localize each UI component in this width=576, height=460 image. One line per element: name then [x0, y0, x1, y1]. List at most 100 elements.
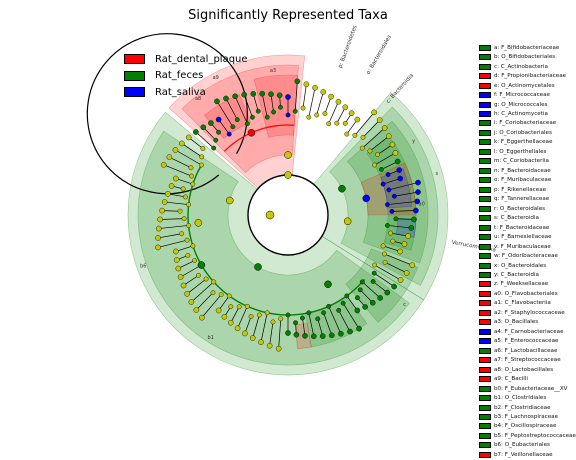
taxon-key-item: a8: O_Lactobacillales	[479, 365, 576, 374]
taxon-label: f: F_Micrococcaceae	[494, 92, 550, 99]
taxon-swatch	[479, 243, 491, 250]
taxon-key-item: t: F_Bacteroidaceae	[479, 223, 576, 232]
inner-node	[186, 202, 191, 207]
taxon-key-item: l: O_Eggerthellales	[479, 147, 576, 156]
leaf-node	[184, 291, 190, 297]
sector-key-label: a8	[195, 96, 201, 102]
taxon-key-item: b4: F_Oscillospiraceae	[479, 422, 576, 431]
leaf-node	[227, 319, 234, 326]
leaf-branch	[260, 312, 268, 343]
leaf-node	[386, 133, 392, 139]
leaf-branch	[230, 306, 240, 323]
taxon-label: a2: F_Staphylococcaceae	[494, 309, 565, 316]
inner-node	[344, 131, 350, 137]
inner-node	[380, 243, 386, 249]
taxon-swatch	[479, 120, 491, 127]
leaf-node	[155, 225, 162, 232]
taxon-swatch	[479, 328, 491, 335]
leaf-node	[354, 307, 361, 314]
leaf-node	[266, 342, 273, 349]
taxon-key-item: z: F_Weeksellaceae	[479, 280, 576, 289]
taxon-swatch	[479, 253, 491, 260]
inner-node	[248, 314, 254, 319]
taxon-key-item: b3: F_Lachnospiraceae	[479, 412, 576, 421]
leaf-branch	[362, 127, 385, 149]
leaf-branch	[323, 312, 333, 336]
chart-legend: Rat_dental_plaque Rat_feces Rat_saliva	[124, 51, 248, 101]
leaf-branch	[270, 94, 274, 113]
taxon-label: b6: O_Eubacteriales	[494, 442, 550, 449]
taxon-key-item: o: F_Muribaculaceae	[479, 176, 576, 185]
inner-node	[213, 137, 219, 143]
leaf-node	[397, 175, 404, 182]
inner-node	[300, 105, 306, 111]
leaf-node	[285, 330, 291, 336]
inner-node	[367, 148, 373, 154]
clade-node	[284, 151, 292, 159]
taxon-swatch	[479, 186, 491, 193]
tree-nodes	[155, 78, 421, 352]
leaf-node	[294, 78, 301, 85]
taxon-key-item: a1: C_Flavobacteriia	[479, 299, 576, 308]
taxon-label: j: O_Coriobacteriales	[494, 129, 552, 136]
leaf-node	[405, 233, 411, 239]
inner-node	[244, 121, 250, 127]
inner-node	[360, 134, 366, 140]
leaf-node	[172, 147, 179, 153]
taxon-label: b5: F_Peptostreptococcaceae	[494, 432, 576, 439]
leaf-branch	[302, 317, 306, 336]
legend-item: Rat_dental_plaque	[124, 51, 248, 68]
taxon-label: e: O_Actinomycetales	[494, 82, 555, 89]
leaf-node	[159, 207, 165, 214]
leaf-branch	[354, 112, 375, 136]
leaf-node	[221, 313, 228, 320]
taxon-key-item: b1: O_Clostridiales	[479, 393, 576, 402]
leaf-node	[250, 91, 257, 97]
inner-node	[250, 114, 255, 120]
leaf-branch	[390, 232, 409, 237]
leaf-branch	[346, 295, 358, 311]
inner-node	[306, 114, 312, 120]
taxon-key-item: s: C_Bacteroidia	[479, 213, 576, 222]
leaf-node	[310, 333, 317, 340]
taxon-label: a4: F_Carnobacteriaceae	[494, 328, 564, 335]
taxon-label: m: C_Coriobacteriia	[494, 158, 549, 165]
taxon-swatch	[479, 158, 491, 165]
inner-node	[292, 108, 298, 114]
leaf-node	[369, 299, 376, 306]
taxon-key-item: g: O_Micrococcales	[479, 100, 576, 109]
taxon-key-item: y: C_Bacteroidia	[479, 270, 576, 279]
leaf-branch	[162, 210, 181, 212]
inner-node	[285, 112, 291, 118]
taxon-swatch	[479, 196, 491, 203]
leaf-branch	[359, 289, 374, 304]
taxon-key-item: h: C_Actinomycetia	[479, 109, 576, 118]
leaf-node	[161, 199, 168, 205]
leaf-branch	[202, 126, 217, 141]
taxon-key-item: e: O_Actinomycetales	[479, 81, 576, 90]
taxon-label: v: F_Muribaculaceae	[494, 243, 551, 250]
leaf-node	[160, 162, 167, 168]
leaf-node	[342, 104, 349, 111]
leaf-node	[188, 299, 195, 305]
leaf-branch	[157, 239, 188, 248]
leaf-node	[242, 330, 248, 337]
inner-node	[230, 124, 236, 130]
leaf-node	[319, 333, 326, 339]
taxon-key-item: a4: F_Carnobacteriaceae	[479, 327, 576, 336]
taxon-swatch	[479, 281, 491, 288]
leaf-branch	[308, 87, 316, 118]
taxon-swatch	[479, 376, 491, 383]
leaf-branch	[169, 156, 192, 168]
inner-node	[357, 287, 363, 293]
taxon-key-item: b0: F_Eubacteriaceae__XV	[479, 384, 576, 393]
leaf-branch	[328, 306, 342, 334]
leaf-branch	[302, 84, 307, 109]
inner-node	[186, 223, 191, 228]
leaf-branch	[196, 292, 214, 311]
leaf-branch	[160, 218, 185, 220]
taxon-label: a0: O_Flavobacteriales	[494, 290, 558, 297]
inner-node	[385, 202, 390, 207]
inner-node	[179, 231, 185, 237]
inner-node	[244, 303, 250, 309]
